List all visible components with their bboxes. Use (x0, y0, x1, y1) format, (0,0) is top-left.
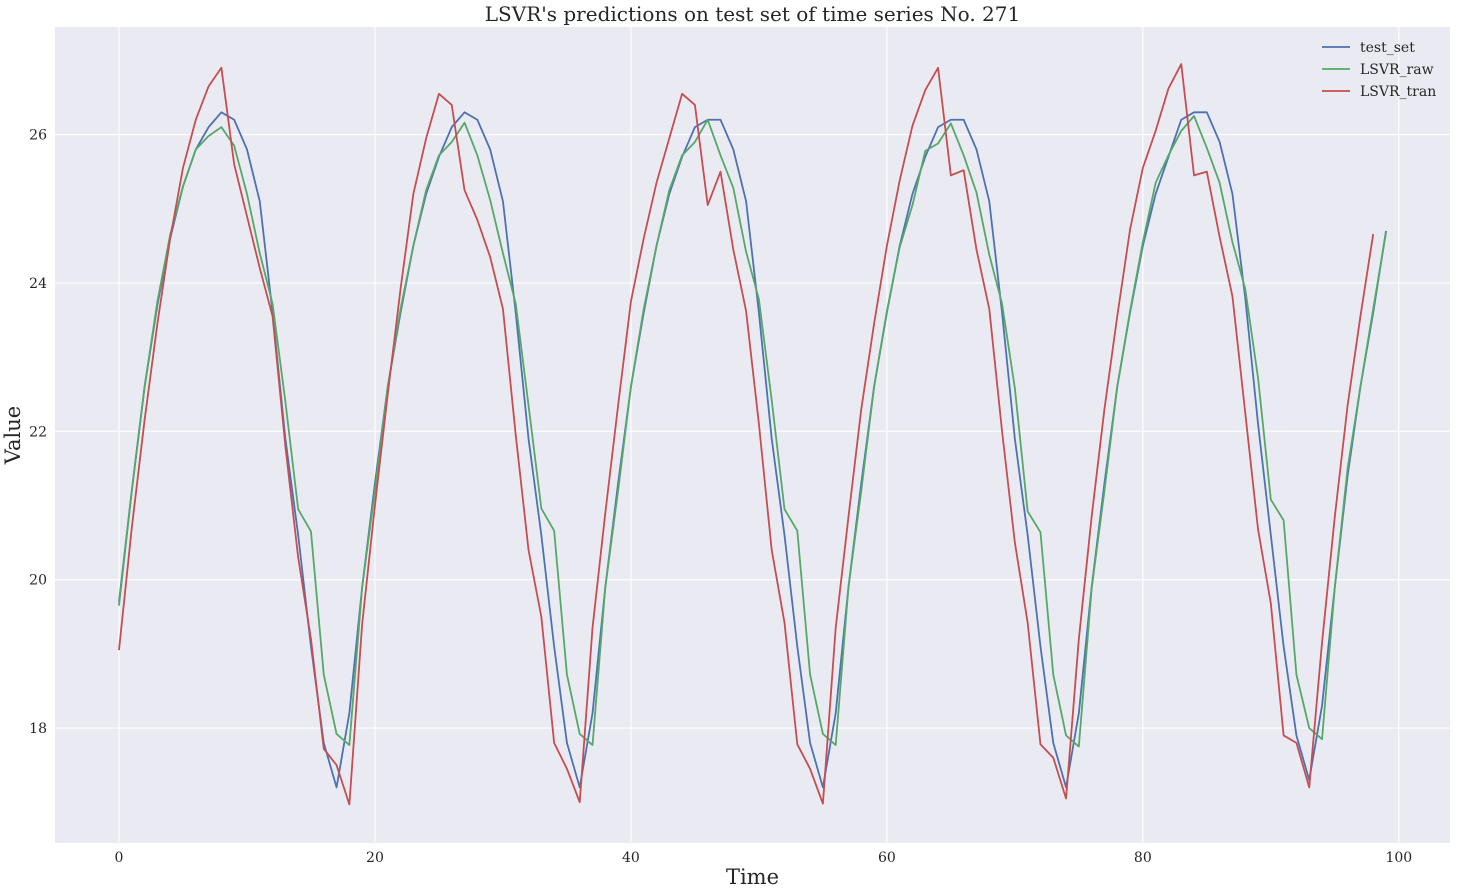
x-tick-label: 60 (878, 850, 896, 866)
y-tick-labels: 18 20 22 24 26 (29, 128, 47, 737)
legend-label: LSVR_tran (1360, 84, 1436, 100)
y-axis-label: Value (1, 406, 25, 465)
series-line-test-set (118, 111, 1387, 789)
y-tick-label: 18 (29, 721, 47, 737)
y-tick-label: 20 (29, 573, 47, 589)
legend-label: LSVR_raw (1360, 62, 1434, 78)
series-line-lsvr-raw (118, 115, 1387, 748)
chart-title: LSVR's predictions on test set of time s… (485, 2, 1020, 26)
x-tick-label: 0 (115, 850, 124, 866)
y-tick-label: 24 (29, 276, 47, 292)
x-tick-labels: 0 20 40 60 80 100 (115, 850, 1413, 866)
x-tick-label: 20 (366, 850, 384, 866)
y-tick-label: 22 (29, 424, 47, 440)
x-tick-label: 80 (1134, 850, 1152, 866)
series-line-lsvr-tran (118, 63, 1375, 806)
x-tick-label: 100 (1385, 850, 1412, 866)
grid-lines (55, 27, 1450, 843)
legend: test_set LSVR_raw LSVR_tran (1322, 40, 1436, 100)
legend-label: test_set (1360, 40, 1415, 56)
x-axis-label: Time (726, 865, 779, 889)
x-tick-label: 40 (622, 850, 640, 866)
plot-background (55, 27, 1450, 843)
series-lines (118, 63, 1387, 806)
y-tick-label: 26 (29, 128, 47, 144)
